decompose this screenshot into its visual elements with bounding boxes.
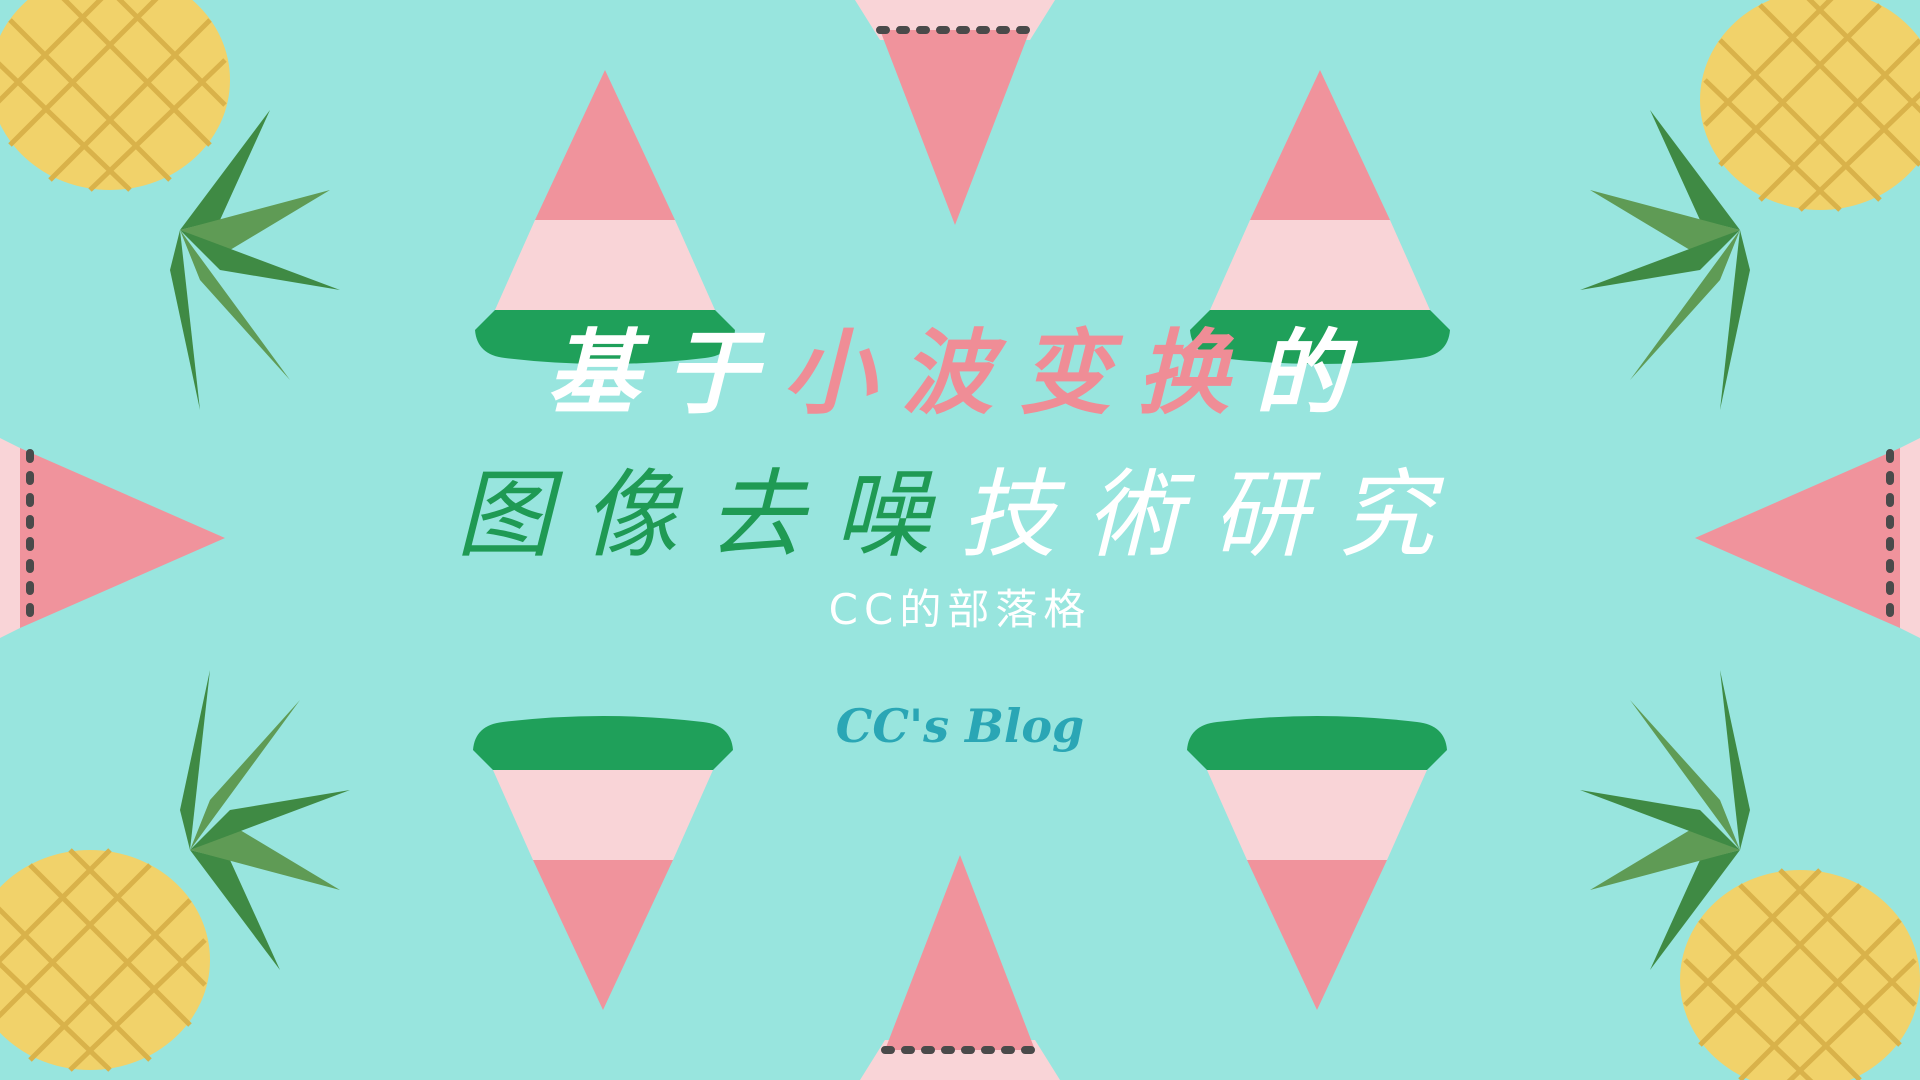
watermelon-top-left (475, 70, 735, 364)
